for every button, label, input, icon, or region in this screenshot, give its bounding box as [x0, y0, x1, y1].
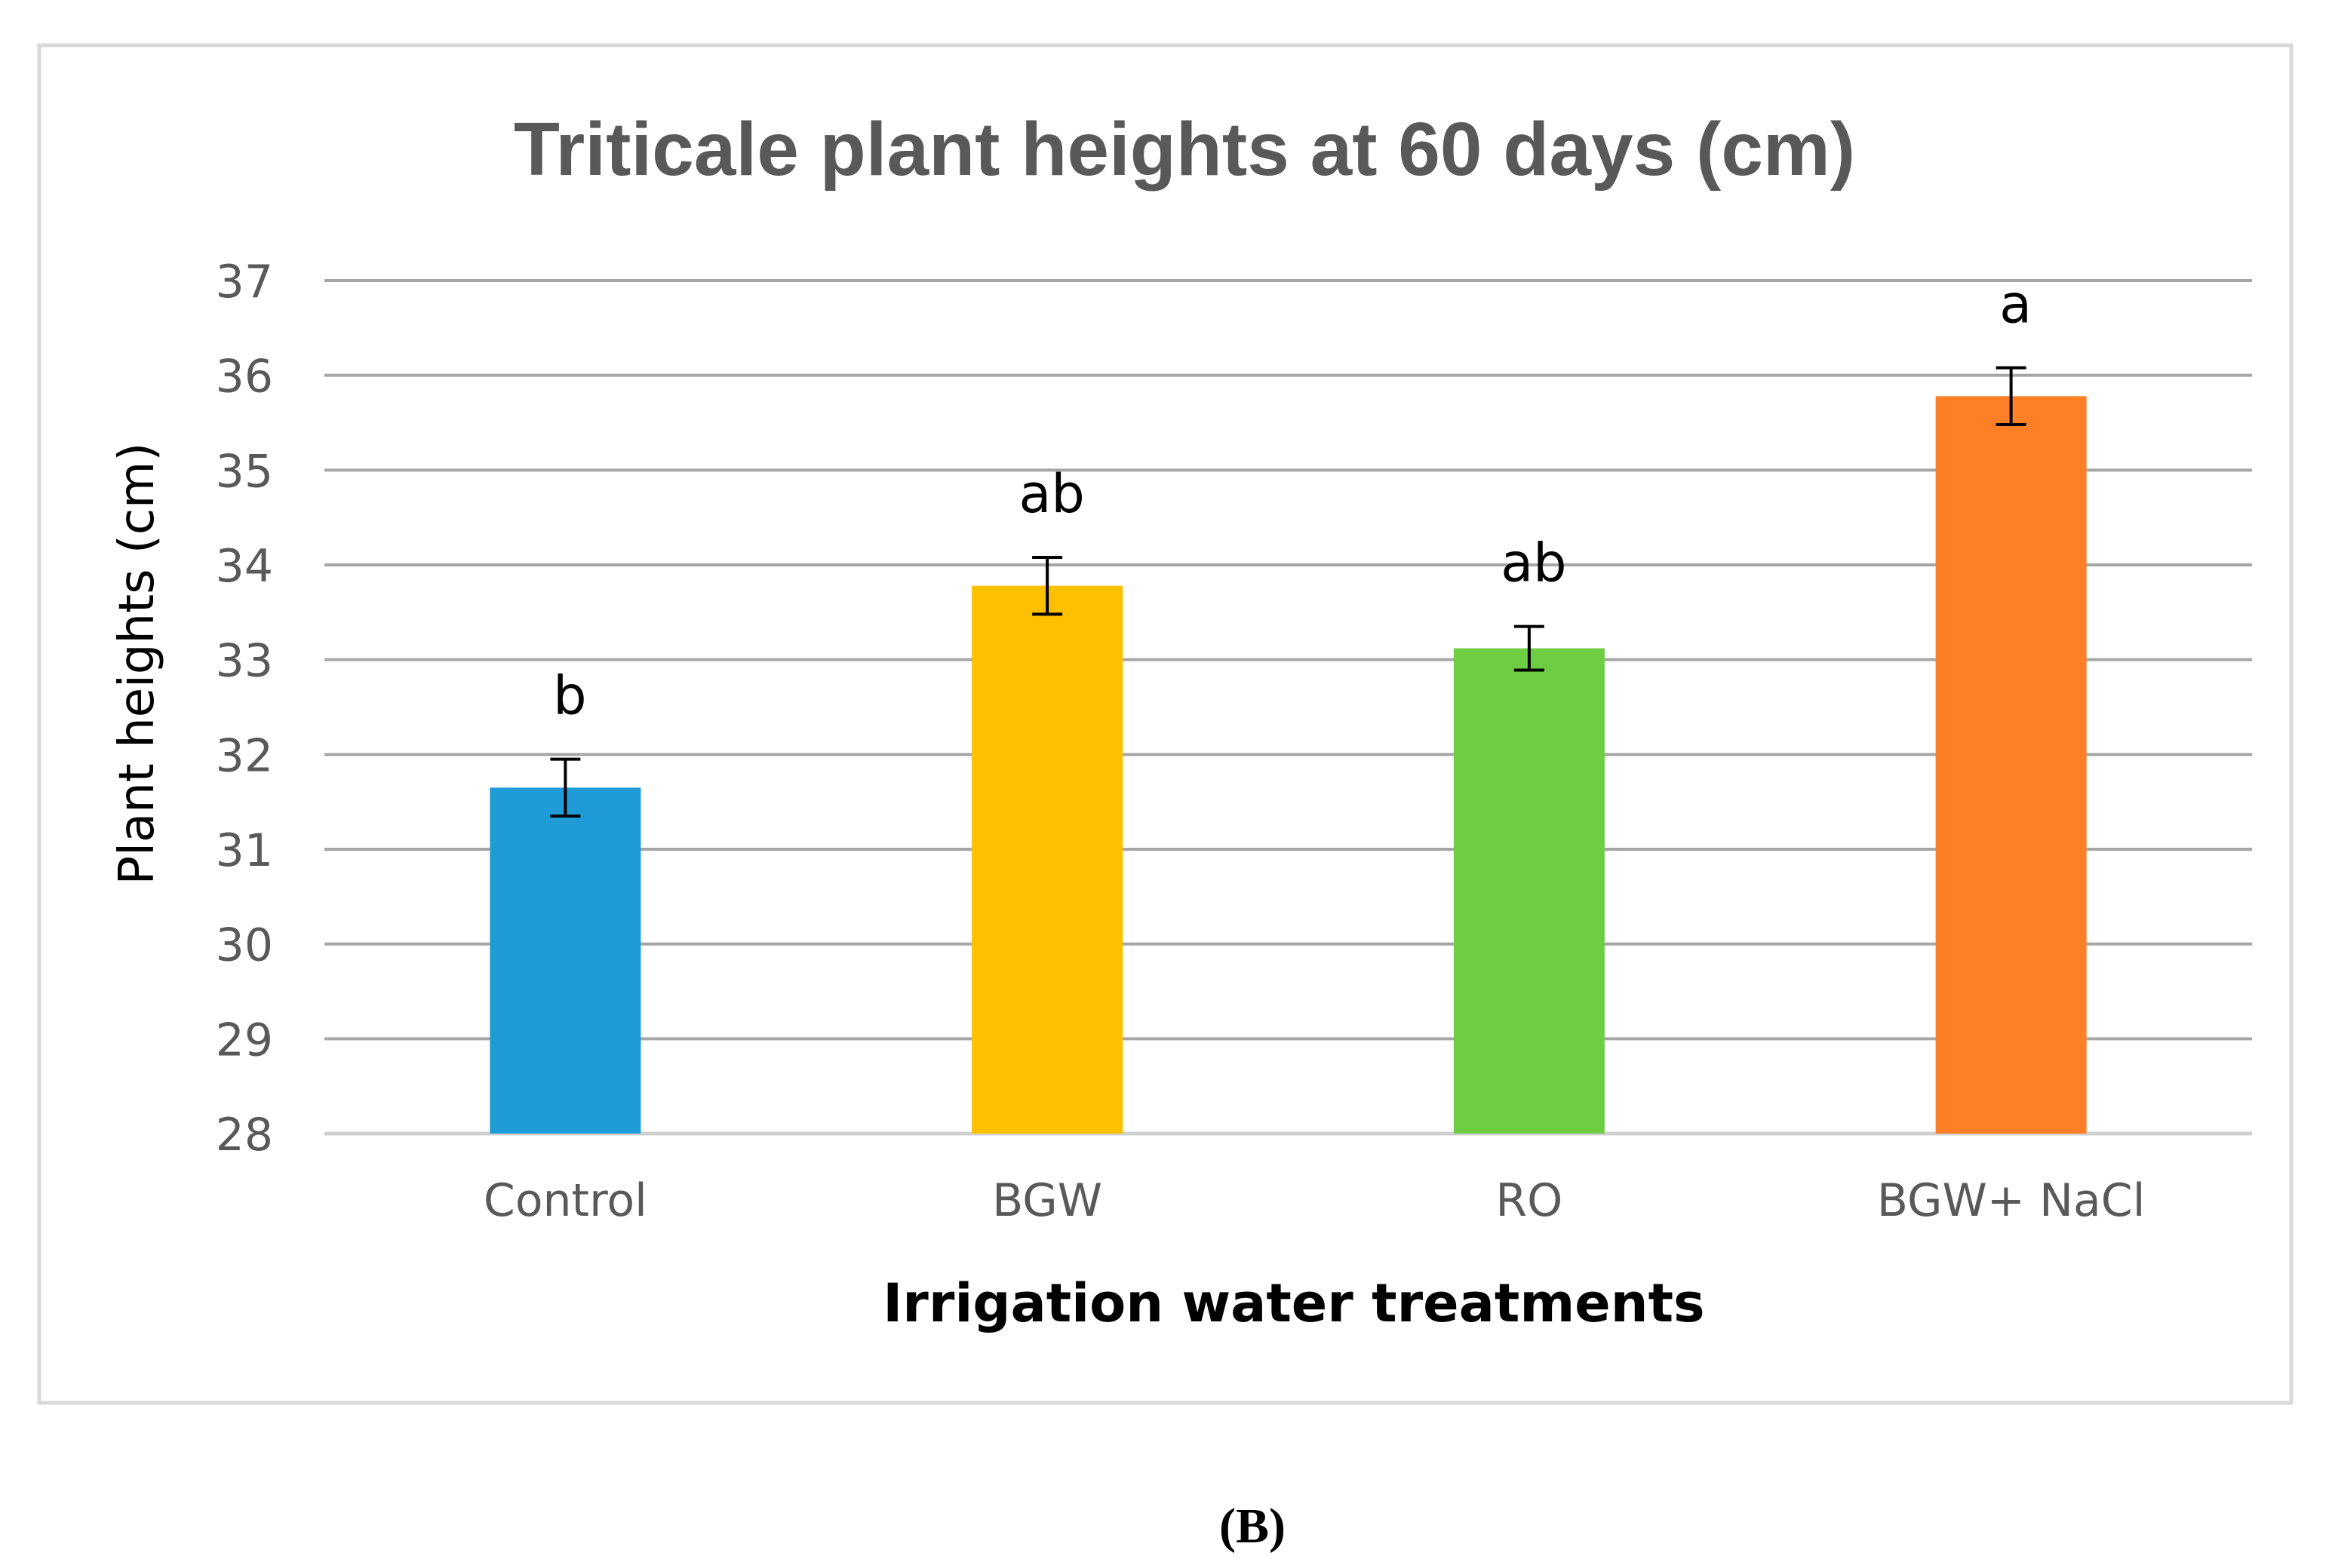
y-tick-label: 37: [216, 256, 273, 308]
significance-letter: b: [553, 665, 586, 727]
x-axis-title: Irrigation water treatments: [883, 1272, 1704, 1334]
significance-letters: b ab ab a: [553, 274, 2032, 727]
significance-letter: a: [1999, 274, 2032, 336]
error-bar: [1032, 555, 1063, 616]
error-bar: [1996, 366, 2026, 427]
significance-letter: ab: [1018, 463, 1084, 525]
bar: [972, 585, 1123, 1134]
y-tick-label: 33: [216, 635, 273, 688]
x-category-label: BGW: [992, 1174, 1102, 1227]
gridlines: [324, 279, 2252, 1136]
chart-frame: [37, 43, 2294, 1405]
error-bar: [550, 757, 581, 818]
bar: [1935, 396, 2087, 1134]
y-axis-title: Plant heights (cm): [109, 443, 165, 885]
y-tick-label: 36: [216, 351, 273, 404]
y-tick-labels: 28 29 30 31 32 33 34 35 36 37: [216, 256, 273, 1161]
y-tick-label: 31: [216, 824, 273, 877]
significance-letter: ab: [1501, 532, 1566, 594]
x-category-label: Control: [484, 1174, 647, 1227]
error-bars: [550, 366, 2026, 818]
x-category-label: BGW+ NaCl: [1877, 1174, 2146, 1227]
bar: [1453, 648, 1605, 1134]
y-tick-label: 28: [216, 1109, 273, 1161]
chart-title: Triticale plant heights at 60 days (cm): [514, 107, 1855, 192]
y-tick-label: 29: [216, 1014, 273, 1066]
error-bar: [1513, 624, 1544, 672]
y-tick-label: 34: [216, 540, 273, 593]
y-tick-label: 32: [216, 729, 273, 782]
bar: [490, 787, 641, 1134]
figure-caption: (B): [1219, 1499, 1286, 1554]
bars: [490, 396, 2087, 1134]
x-category-label: RO: [1495, 1174, 1562, 1227]
x-category-labels: Control BGW RO BGW+ NaCl: [484, 1174, 2145, 1227]
y-tick-label: 35: [216, 445, 273, 498]
y-tick-label: 30: [216, 919, 273, 972]
